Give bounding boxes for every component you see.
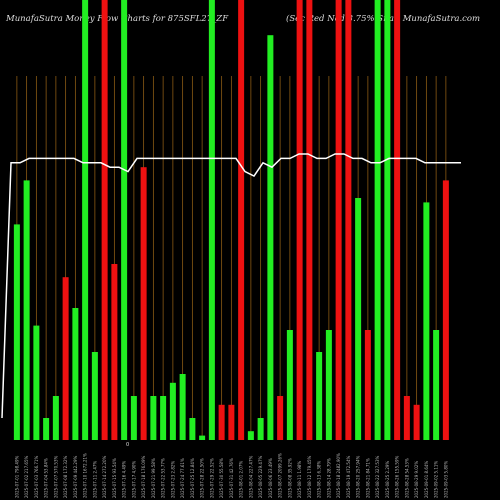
x-tick-label: 2025-09-03 5.80% xyxy=(443,461,448,498)
bar xyxy=(384,0,391,440)
x-tick-label: 2025-07-21 99.58% xyxy=(151,458,156,498)
x-tick-label: 2025-07-08 172.32% xyxy=(63,455,68,498)
bar xyxy=(218,404,225,440)
x-tick-label: 2025-08-28 54.53% xyxy=(404,458,409,498)
x-tick-label: 2025-08-06 23.49% xyxy=(268,458,273,498)
x-tick-label: 2025-08-14 28.79% xyxy=(326,458,331,498)
x-tick-label: 2025-07-17 4.90% xyxy=(131,461,136,498)
money-flow-line xyxy=(1,153,461,419)
x-tick-label: 2025-07-25 12.84% xyxy=(190,458,195,498)
bar xyxy=(423,202,430,440)
x-tick-label: 2025-08-21 84.71% xyxy=(365,458,370,498)
x-tick-label: 2025-07-11 2.47% xyxy=(92,461,97,498)
bar xyxy=(277,396,284,440)
bar xyxy=(91,352,98,440)
x-tick-label: 2025-07-30 55.58% xyxy=(219,458,224,498)
bar xyxy=(140,167,147,440)
x-tick-label: 2025-08-07 2099.26% xyxy=(278,453,283,498)
x-tick-label: 2025-07-01 798.49% xyxy=(14,455,19,498)
x-tick-label: 2025-08-29 9.02% xyxy=(414,461,419,498)
x-tick-label: 2025-08-19 472.54% xyxy=(346,455,351,498)
x-tick-label: 2025-07-14 272.20% xyxy=(102,455,107,498)
x-tick-label: 2025-07-16 4.49% xyxy=(122,461,127,498)
bar xyxy=(121,0,128,440)
x-tick-label: 2025-07-10 1672.21% xyxy=(83,453,88,498)
x-tick-label: 2025-08-01 2.07% xyxy=(239,461,244,498)
bar xyxy=(13,224,20,440)
x-tick-label: 2025-08-25 2.29% xyxy=(385,461,390,498)
bar xyxy=(23,180,30,440)
x-tick-label: 2025-08-20 257.94% xyxy=(356,455,361,498)
bar xyxy=(150,396,157,440)
bar xyxy=(335,0,342,440)
bar xyxy=(442,180,449,440)
x-tick-label: 2025-07-02 217.65% xyxy=(24,455,29,498)
bar xyxy=(179,374,186,440)
x-tick-label: 2025-07-23 2.82% xyxy=(170,461,175,498)
x-tick-label: 2025-08-26 155.59% xyxy=(395,455,400,498)
bar xyxy=(62,277,69,440)
bar xyxy=(82,0,89,440)
bar xyxy=(52,396,59,440)
bar xyxy=(189,418,196,440)
bar xyxy=(160,396,167,440)
bar xyxy=(364,330,371,440)
chart-subtitle: (Sec Red Ncd 8.75% Sr.a ) MunafaSutra.co… xyxy=(286,14,481,24)
bar xyxy=(199,435,206,440)
x-tick-label: 2025-07-29 22.52% xyxy=(209,458,214,498)
x-tick-label: 2025-08-12 179.45% xyxy=(307,455,312,498)
x-tick-label: 2025-08-13 6.38% xyxy=(317,461,322,498)
bar xyxy=(413,404,420,440)
x-tick-label: 2025-07-09 442.29% xyxy=(73,455,78,498)
bar xyxy=(111,264,118,440)
x-tick-label: 2025-08-05 229.47% xyxy=(258,455,263,498)
bar xyxy=(325,330,332,440)
x-tick-label: 2025-07-28 22.50% xyxy=(200,458,205,498)
bar xyxy=(72,308,79,440)
bar xyxy=(316,352,323,440)
baseline-label: 0 xyxy=(126,442,129,448)
x-tick-label: 2025-07-22 53.77% xyxy=(161,458,166,498)
bar xyxy=(433,330,440,440)
x-tick-label: 2025-07-24 77.61% xyxy=(180,458,185,498)
x-tick-label: 2025-07-15 93.54% xyxy=(112,458,117,498)
bar xyxy=(101,0,108,440)
x-tick-label: 2025-07-04 53.84% xyxy=(44,458,49,498)
bar xyxy=(355,198,362,440)
x-tick-label: 2025-08-08 35.92% xyxy=(287,458,292,498)
x-tick-label: 2025-08-11 1.98% xyxy=(297,461,302,498)
bar xyxy=(247,431,254,440)
x-tick-labels: 2025-07-01 798.49% 2025-07-02 217.65% 2025… xyxy=(14,453,448,498)
bar xyxy=(306,0,313,440)
bar-series xyxy=(13,0,449,440)
x-tick-label: 2025-08-04 227.47% xyxy=(248,455,253,498)
bar xyxy=(169,382,176,440)
x-tick-label: 2025-07-03 766.71% xyxy=(34,455,39,498)
vertical-gridlines xyxy=(16,76,447,440)
x-tick-label: 2025-07-07 570.53% xyxy=(53,455,58,498)
bar xyxy=(238,0,245,440)
bar xyxy=(296,0,303,440)
x-tick-label: 2025-08-18 2482.90% xyxy=(336,453,341,498)
x-tick-label: 2025-08-22 327.53% xyxy=(375,455,380,498)
bar xyxy=(374,0,381,440)
bar xyxy=(208,0,215,440)
bar xyxy=(33,325,40,440)
x-tick-label: 2025-07-31 42.76% xyxy=(229,458,234,498)
bar xyxy=(403,396,410,440)
bar xyxy=(228,404,235,440)
x-tick-label: 2025-09-01 8.64% xyxy=(424,461,429,498)
bar xyxy=(286,330,293,440)
bar xyxy=(130,396,137,440)
bar xyxy=(394,0,401,440)
bar xyxy=(345,0,352,440)
x-tick-label: 2025-07-18 176.09% xyxy=(141,455,146,498)
x-tick-label: 2025-09-02 5.11% xyxy=(434,461,439,498)
bar xyxy=(43,418,50,440)
chart-title: MunafaSutra Money Flow Charts for 875SFL… xyxy=(6,14,229,24)
bar xyxy=(267,35,274,440)
bar xyxy=(257,418,264,440)
